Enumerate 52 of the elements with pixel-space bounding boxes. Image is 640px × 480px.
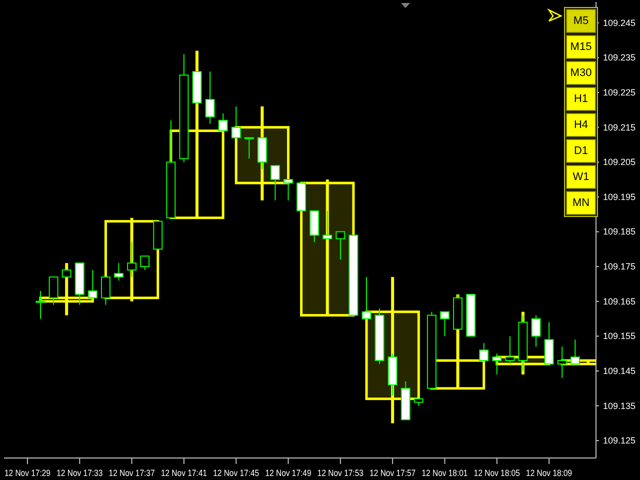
x-tick-label: 12 Nov 18:01 [422,468,476,478]
y-tick-label: 109.125 [603,436,636,446]
y-tick-label: 109.215 [603,122,636,132]
candlestick [100,276,110,306]
y-tick-label: 109.185 [603,226,636,237]
annotation: M30 [566,61,596,85]
annotation: M5 [566,9,596,33]
candlestick [270,165,280,201]
y-tick-label: 109.165 [603,296,636,306]
y-tick-label: 109.235 [603,52,636,63]
y-tick-label: 109.245 [603,18,636,28]
candlestick [492,353,502,375]
x-tick-label: 12 Nov 17:33 [56,468,110,478]
x-tick-label: 12 Nov 17:49 [265,468,319,478]
x-tick-label: 12 Nov 17:41 [160,468,214,478]
candlestick [557,346,567,378]
x-tick-label: 12 Nov 17:45 [213,468,267,478]
x-tick-label: 12 Nov 18:05 [474,468,528,478]
annotation: H4 [566,113,596,137]
candlestick [205,71,215,124]
candlestick [244,137,254,160]
annotation: M15 [566,35,596,59]
annotation: D1 [566,139,596,163]
candlestick [36,290,46,320]
candlestick [362,276,372,320]
x-tick-label: 12 Nov 17:37 [108,468,162,478]
candlestick [114,262,124,281]
y-tick-label: 109.225 [603,88,636,98]
candlestick [440,311,450,337]
candlestick [284,179,293,201]
x-tick-label: 12 Nov 17:57 [370,468,424,478]
annotation: MN [566,191,596,215]
y-tick-label: 109.155 [603,331,636,342]
y-tick-label: 109.195 [603,192,636,202]
annotation: H1 [566,87,596,111]
candlestick [140,256,150,271]
y-tick-label: 109.175 [603,262,636,272]
x-tick-label: 12 Nov 17:53 [317,468,371,478]
x-tick-label: 12 Nov 17:29 [4,468,58,478]
candlestick [231,106,241,138]
x-tick-label: 12 Nov 18:09 [526,468,580,478]
candlestick [88,270,98,298]
y-tick-label: 109.145 [603,366,636,376]
y-tick-label: 109.205 [603,157,636,168]
candlestick [218,112,228,132]
candlestick [531,314,541,348]
candlestick [479,342,489,362]
annotation: W1 [566,165,596,189]
candlestick [570,339,580,365]
candlestick [48,276,58,306]
y-tick-label: 109.135 [603,400,636,411]
candlestick [505,336,515,365]
